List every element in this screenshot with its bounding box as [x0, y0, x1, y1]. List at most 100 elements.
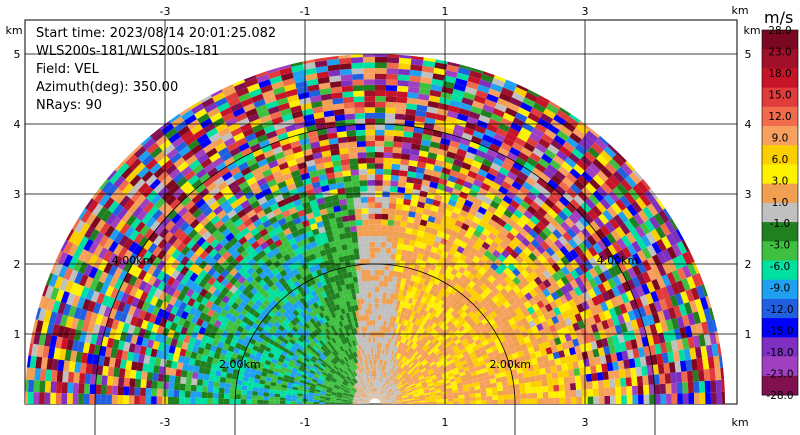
velocity-cell [630, 367, 637, 378]
velocity-cell [565, 172, 578, 184]
velocity-cell [530, 381, 537, 388]
velocity-cell [408, 397, 414, 400]
velocity-cell [553, 391, 560, 398]
velocity-cell [401, 356, 407, 363]
velocity-cell [538, 95, 550, 104]
velocity-cell [596, 170, 609, 183]
velocity-cell [383, 152, 393, 159]
velocity-cell [548, 100, 561, 110]
velocity-cell [420, 349, 426, 356]
velocity-cell [458, 368, 465, 374]
velocity-cell [422, 360, 428, 367]
velocity-cell [655, 225, 666, 239]
velocity-cell [417, 340, 424, 347]
velocity-cell [481, 367, 488, 374]
velocity-cell [418, 348, 424, 355]
velocity-cell [378, 394, 382, 400]
velocity-cell [446, 356, 453, 362]
velocity-cell [546, 294, 555, 304]
velocity-cell [377, 393, 381, 400]
velocity-cell [550, 174, 563, 186]
velocity-cell [435, 248, 444, 256]
velocity-cell [562, 370, 570, 378]
velocity-cell [560, 275, 570, 286]
velocity-cell [371, 303, 375, 309]
velocity-cell [599, 150, 613, 163]
velocity-cell [432, 378, 439, 383]
velocity-cell [536, 323, 544, 332]
velocity-cell [432, 240, 440, 249]
velocity-cell [409, 371, 415, 377]
velocity-cell [573, 179, 586, 191]
velocity-cell [524, 256, 534, 266]
velocity-cell [576, 205, 588, 217]
velocity-cell [397, 374, 403, 380]
velocity-cell [347, 248, 354, 256]
velocity-cell [677, 393, 683, 404]
velocity-cell [500, 213, 510, 223]
velocity-cell [366, 275, 371, 282]
velocity-cell [375, 140, 385, 147]
velocity-cell [402, 401, 409, 403]
velocity-cell [567, 298, 577, 309]
velocity-cell [363, 68, 375, 74]
velocity-cell [402, 337, 407, 344]
velocity-cell [615, 294, 625, 306]
velocity-cell [388, 381, 393, 387]
velocity-cell [355, 129, 366, 136]
velocity-cell [590, 323, 599, 333]
velocity-cell [583, 212, 594, 224]
velocity-cell [595, 228, 607, 240]
velocity-cell [403, 383, 409, 388]
velocity-cell [433, 297, 441, 305]
velocity-cell [646, 281, 656, 293]
velocity-cell [607, 277, 617, 289]
velocity-cell [447, 395, 454, 399]
velocity-cell [468, 364, 475, 370]
velocity-cell [646, 256, 657, 269]
velocity-cell [699, 296, 709, 310]
velocity-cell [541, 320, 549, 329]
velocity-cell [589, 220, 601, 232]
velocity-cell [400, 342, 405, 349]
velocity-cell [478, 246, 487, 255]
velocity-cell [544, 148, 556, 160]
velocity-cell [708, 307, 715, 320]
velocity-cell [650, 354, 658, 365]
velocity-cell [411, 388, 418, 392]
velocity-cell [362, 219, 369, 226]
velocity-cell [453, 398, 459, 402]
velocity-cell [384, 394, 390, 399]
velocity-cell [395, 352, 400, 359]
velocity-cell [541, 297, 550, 306]
velocity-cell [386, 401, 392, 403]
velocity-cell [687, 381, 694, 394]
velocity-cell [398, 175, 407, 183]
velocity-cell [358, 242, 365, 249]
velocity-cell [671, 243, 682, 257]
velocity-cell [386, 373, 390, 379]
velocity-cell [453, 395, 459, 399]
velocity-cell [488, 88, 501, 98]
velocity-cell [607, 244, 618, 256]
velocity-cell [381, 208, 389, 215]
velocity-cell [602, 280, 612, 292]
velocity-cell [387, 367, 391, 374]
velocity-cell [466, 317, 474, 325]
velocity-cell [682, 251, 693, 266]
velocity-cell [436, 292, 444, 300]
velocity-cell [499, 351, 507, 358]
velocity-cell [391, 158, 401, 165]
velocity-cell [375, 264, 380, 270]
velocity-cell [532, 248, 542, 258]
velocity-cell [503, 300, 511, 309]
velocity-cell [510, 368, 518, 375]
velocity-cell [523, 335, 531, 344]
velocity-cell [468, 140, 480, 150]
velocity-cell [453, 263, 462, 271]
velocity-cell [376, 393, 379, 399]
velocity-cell [425, 318, 432, 326]
velocity-cell [389, 392, 395, 396]
velocity-cell [368, 202, 375, 209]
velocity-cell [490, 345, 498, 352]
